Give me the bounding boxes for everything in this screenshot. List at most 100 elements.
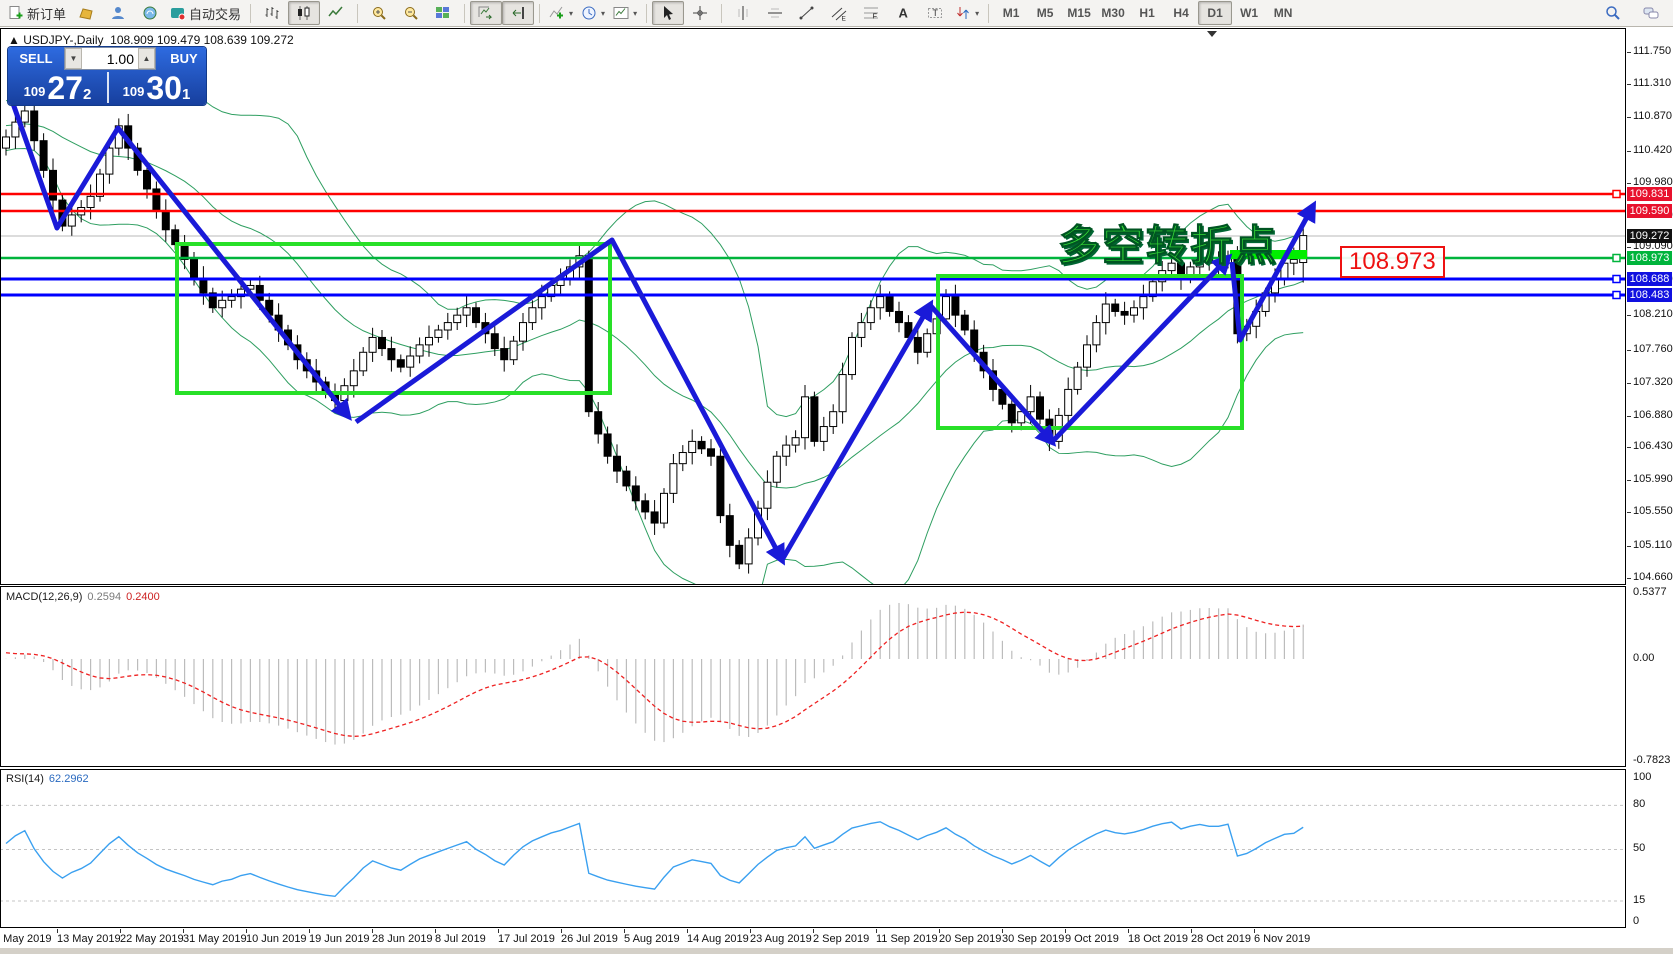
bar-chart-button[interactable] bbox=[256, 1, 288, 25]
vline-icon bbox=[735, 5, 751, 21]
date-tick bbox=[120, 929, 121, 933]
line-chart-button[interactable] bbox=[320, 1, 352, 25]
toolbar-separator bbox=[539, 3, 541, 23]
templates-icon bbox=[613, 5, 629, 21]
turning-point-annotation[interactable]: 多空转折点 bbox=[1057, 222, 1279, 270]
timeframe-m1[interactable]: M1 bbox=[1002, 6, 1020, 20]
toolbar-separator bbox=[464, 3, 466, 23]
sell-price[interactable]: 109 27 2 bbox=[8, 70, 107, 105]
date-label: 10 Jun 2019 bbox=[246, 933, 307, 945]
candlestick-chart[interactable] bbox=[1, 29, 1625, 584]
chart-symbol-label: USDJPY-,Daily bbox=[23, 33, 104, 47]
one-click-trading-panel: SELL ▼ ▲ BUY 109 27 2 109 30 1 bbox=[8, 47, 206, 105]
macd-panel[interactable] bbox=[0, 586, 1626, 767]
price-tick-label: 107.760 bbox=[1633, 343, 1673, 355]
new-order-button-label: 新订单 bbox=[27, 6, 67, 22]
vertical-line-button[interactable] bbox=[727, 1, 759, 25]
date-label: 18 Oct 2019 bbox=[1128, 933, 1188, 945]
trendline-button[interactable] bbox=[791, 1, 823, 25]
price-tick-label: 106.430 bbox=[1633, 440, 1673, 452]
text-button[interactable]: A bbox=[887, 1, 919, 25]
timeframe-d1[interactable]: D1 bbox=[1198, 1, 1233, 25]
candlestick-chart-button[interactable] bbox=[288, 1, 321, 25]
price-tick-label: 109.090 bbox=[1633, 240, 1673, 252]
price-tick-label: 111.750 bbox=[1633, 45, 1672, 57]
price-tag: 109.590 bbox=[1627, 204, 1672, 218]
buy-button[interactable]: BUY bbox=[170, 51, 198, 66]
volume-increase-button[interactable]: ▲ bbox=[138, 48, 155, 69]
toolbar-separator bbox=[250, 3, 252, 23]
price-tag: 109.831 bbox=[1627, 187, 1672, 201]
fibo-icon: F bbox=[863, 5, 879, 21]
date-label: 30 Sep 2019 bbox=[1002, 933, 1065, 945]
autotrading-button[interactable]: 自动交易 bbox=[166, 1, 245, 25]
crosshair-button[interactable] bbox=[684, 1, 716, 25]
timeframe-w1[interactable]: W1 bbox=[1240, 6, 1259, 20]
templates-button[interactable]: ▾ bbox=[609, 1, 641, 25]
macd-chart[interactable] bbox=[1, 587, 1625, 766]
collapse-icon[interactable]: ▲ bbox=[8, 33, 20, 47]
main-chart-panel[interactable] bbox=[0, 28, 1626, 585]
chart-shift-button[interactable] bbox=[502, 1, 535, 25]
search-button[interactable] bbox=[1597, 1, 1629, 25]
horizontal-line-button[interactable] bbox=[759, 1, 791, 25]
price-tick bbox=[1627, 383, 1631, 384]
zoom-in-icon bbox=[371, 5, 387, 21]
price-tick-label: 110.870 bbox=[1633, 110, 1672, 122]
volume-decrease-button[interactable]: ▼ bbox=[65, 48, 82, 69]
date-label: 26 Jul 2019 bbox=[561, 933, 618, 945]
price-tick-label: 107.320 bbox=[1633, 376, 1673, 388]
timeframe-h1[interactable]: H1 bbox=[1139, 6, 1155, 20]
timeframe-h4[interactable]: H4 bbox=[1173, 6, 1189, 20]
rsi-panel[interactable] bbox=[0, 769, 1626, 928]
toolbar-separator bbox=[357, 3, 359, 23]
chat-button[interactable] bbox=[1635, 1, 1667, 25]
rsi-chart[interactable] bbox=[1, 770, 1625, 927]
buy-price[interactable]: 109 30 1 bbox=[107, 70, 206, 105]
arrows-tool-icon bbox=[955, 5, 971, 21]
periods-button[interactable]: ▾ bbox=[577, 1, 609, 25]
chat-icon bbox=[1643, 5, 1659, 21]
autotrade-icon bbox=[170, 5, 186, 21]
timeframe-m5[interactable]: M5 bbox=[1036, 6, 1054, 20]
timeframe-m30[interactable]: M30 bbox=[1101, 6, 1125, 20]
date-tick bbox=[309, 929, 310, 933]
timeframe-mn[interactable]: MN bbox=[1273, 6, 1293, 20]
indicators-button[interactable]: ▾ bbox=[545, 1, 577, 25]
date-label: 28 Jun 2019 bbox=[372, 933, 433, 945]
price-axis[interactable]: 111.750 111.310 110.870 110.420 109.980 109.5… bbox=[1626, 28, 1673, 948]
price-tick bbox=[1627, 247, 1631, 248]
date-tick bbox=[183, 929, 184, 933]
arrows-button[interactable]: ▾ bbox=[951, 1, 983, 25]
community-button[interactable] bbox=[102, 1, 134, 25]
shift-icon bbox=[510, 5, 526, 21]
price-tick bbox=[1627, 447, 1631, 448]
price-tick-label: 108.210 bbox=[1633, 308, 1673, 320]
zoom-out-button[interactable] bbox=[395, 1, 427, 25]
date-label: 14 Aug 2019 bbox=[687, 933, 749, 945]
toolbar-separator bbox=[646, 3, 648, 23]
volume-input[interactable] bbox=[82, 48, 138, 69]
channel-icon: E bbox=[831, 5, 847, 21]
fibonacci-button[interactable]: F bbox=[855, 1, 887, 25]
timeframe-m15[interactable]: M15 bbox=[1067, 6, 1091, 20]
price-tick bbox=[1627, 480, 1631, 481]
metaeditor-button[interactable] bbox=[70, 1, 102, 25]
cursor-button[interactable] bbox=[652, 1, 685, 25]
channel-button[interactable]: E bbox=[823, 1, 855, 25]
sell-button[interactable]: SELL bbox=[19, 51, 53, 66]
macd-tick-label: 0.5377 bbox=[1633, 586, 1667, 598]
zoom-in-button[interactable] bbox=[363, 1, 395, 25]
price-tick bbox=[1627, 52, 1631, 53]
tile-windows-button[interactable] bbox=[427, 1, 459, 25]
date-label: 3 May 2019 bbox=[0, 933, 52, 945]
folder-icon bbox=[78, 5, 94, 21]
price-level-callout[interactable]: 108.973 bbox=[1340, 246, 1445, 278]
signals-button[interactable] bbox=[134, 1, 166, 25]
date-tick bbox=[687, 929, 688, 933]
new-order-button[interactable]: 新订单 bbox=[4, 1, 70, 25]
label-button[interactable]: T bbox=[919, 1, 951, 25]
autotrading-button-label: 自动交易 bbox=[189, 6, 242, 22]
auto-scroll-button[interactable] bbox=[470, 1, 503, 25]
